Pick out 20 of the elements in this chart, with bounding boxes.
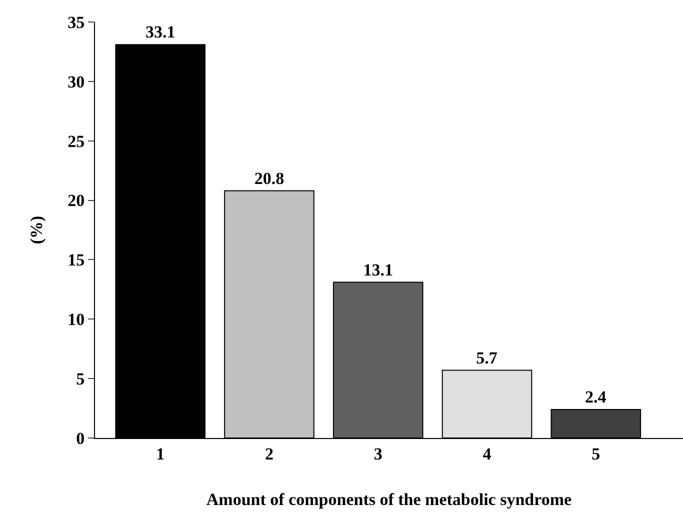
data-label: 13.1	[363, 260, 393, 280]
y-tick-label: 5	[76, 370, 85, 389]
x-tick-label: 3	[374, 444, 382, 464]
y-tick-label: 30	[68, 72, 85, 92]
data-label: 2.4	[585, 387, 607, 406]
x-tick-label: 5	[592, 444, 600, 464]
x-tick-label: 1	[156, 444, 165, 464]
y-tick-label: 15	[68, 250, 85, 270]
data-label: 33.1	[145, 22, 176, 42]
y-tick-label: 20	[68, 191, 85, 210]
x-tick-label: 2	[264, 444, 274, 464]
y-tick-label: 25	[68, 132, 85, 151]
y-axis-title: (%)	[27, 216, 46, 244]
y-tick-label: 10	[68, 310, 85, 330]
y-tick-label: 0	[76, 428, 85, 448]
x-tick-label: 4	[482, 444, 492, 464]
y-tick-label: 35	[68, 12, 85, 32]
data-label: 20.8	[254, 168, 284, 188]
data-label: 5.7	[476, 348, 498, 368]
x-axis-title: Amount of components of the metabolic syndrome	[206, 490, 572, 509]
